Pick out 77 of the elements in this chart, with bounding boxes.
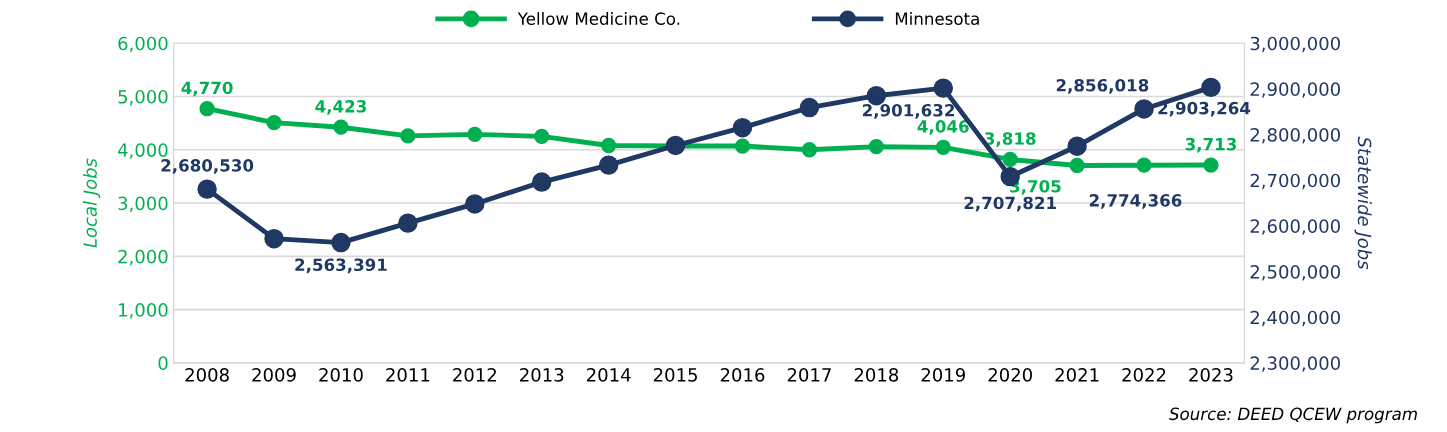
point <box>801 142 818 158</box>
data-label: 2,563,391 <box>295 258 387 274</box>
point <box>266 114 282 131</box>
point <box>1136 157 1152 173</box>
point <box>799 97 820 118</box>
data-label: 3,818 <box>984 132 1036 147</box>
point <box>1002 151 1018 168</box>
point <box>197 179 217 199</box>
point <box>331 232 351 253</box>
point <box>1203 157 1219 173</box>
data-label: 2,774,366 <box>1089 194 1182 209</box>
point <box>333 119 349 135</box>
y-tick-label: 1,000 <box>119 303 168 319</box>
point <box>598 155 619 175</box>
legend-label: Yellow Medicine Co. <box>517 12 680 25</box>
point <box>534 128 550 145</box>
data-label: 4,046 <box>917 120 969 135</box>
legend-label: Minnesota <box>895 12 979 25</box>
data-label: 2,707,821 <box>964 196 1056 212</box>
source-note: Source: DEED QCEW program <box>1169 407 1417 424</box>
x-tick-label: 2022 <box>1122 368 1166 382</box>
y-axis-title: Local Jobs <box>82 158 101 248</box>
point <box>933 78 953 98</box>
point <box>1069 157 1085 174</box>
x-tick-label: 2009 <box>252 368 296 382</box>
point <box>868 138 884 155</box>
y-tick-label: 6,000 <box>118 36 168 53</box>
x-tick-label: 2012 <box>453 368 496 382</box>
point <box>465 194 485 214</box>
x-tick-label: 2018 <box>854 368 899 382</box>
point <box>531 172 552 192</box>
x-tick-label: 2015 <box>653 368 697 382</box>
x-tick-label: 2017 <box>787 368 831 382</box>
y2-tick-label: 2,400,000 <box>1250 310 1340 327</box>
data-label: 2,903,264 <box>1158 101 1251 117</box>
point <box>601 137 617 154</box>
x-tick-label: 2016 <box>720 368 765 382</box>
y2-tick-label: 3,000,000 <box>1250 36 1340 53</box>
data-label: 3,713 <box>1185 137 1236 153</box>
x-tick-label: 2019 <box>921 368 965 382</box>
point <box>1134 99 1154 119</box>
point <box>199 101 215 117</box>
data-label: 2,856,018 <box>1056 78 1149 94</box>
point <box>1201 77 1221 98</box>
point <box>264 228 284 249</box>
y-tick-label: 3,000 <box>118 196 168 212</box>
x-tick-label: 2008 <box>185 368 229 382</box>
y2-tick-label: 2,300,000 <box>1250 356 1340 372</box>
point <box>1067 136 1087 156</box>
y2-tick-label: 2,800,000 <box>1250 128 1340 144</box>
data-label: 4,770 <box>181 81 233 97</box>
y2-tick-label: 2,600,000 <box>1250 219 1340 235</box>
y-tick-label: 2,000 <box>118 249 168 266</box>
y2-tick-label: 2,500,000 <box>1250 265 1340 281</box>
point <box>398 213 418 233</box>
data-label: 2,680,530 <box>161 159 254 174</box>
data-label: 2,901,632 <box>862 103 955 119</box>
x-tick-label: 2011 <box>386 368 430 382</box>
y-tick-label: 0 <box>158 356 168 370</box>
x-tick-label: 2020 <box>988 368 1032 382</box>
point <box>866 85 887 106</box>
point <box>400 128 416 144</box>
point <box>935 139 951 155</box>
point <box>734 138 751 154</box>
x-tick-label: 2014 <box>586 368 631 382</box>
point <box>732 117 753 138</box>
y2-tick-label: 2,700,000 <box>1250 173 1340 190</box>
point <box>467 126 483 142</box>
x-tick-label: 2023 <box>1189 368 1233 382</box>
y2-axis-title: Statewide Jobs <box>1354 136 1372 270</box>
x-tick-label: 2021 <box>1055 368 1099 382</box>
y-tick-label: 5,000 <box>118 89 168 106</box>
x-tick-label: 2010 <box>319 368 363 382</box>
x-tick-label: 2013 <box>520 368 564 382</box>
data-label: 4,423 <box>315 100 366 115</box>
y2-tick-label: 2,900,000 <box>1250 82 1340 98</box>
y-tick-label: 4,000 <box>117 143 168 159</box>
